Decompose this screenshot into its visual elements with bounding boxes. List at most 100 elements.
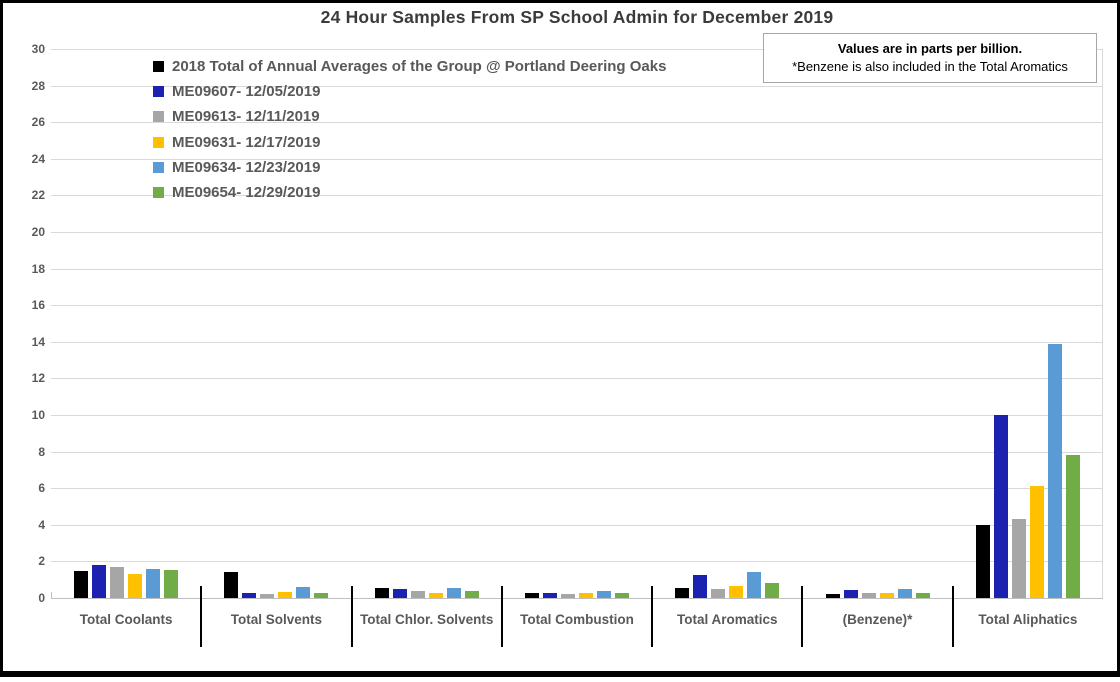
bar [224,572,239,598]
y-axis-tick-label: 24 [31,151,45,166]
bar [296,587,311,598]
category-label: Total Solvents [230,612,323,627]
bar [843,589,858,598]
gridline [51,232,1103,233]
bar-group-1 [51,49,201,598]
bar [747,572,762,598]
bar-group-2 [201,49,351,598]
legend-swatch-icon [153,187,164,199]
bar [524,592,539,598]
chart-title: 24 Hour Samples From SP School Admin for… [320,7,834,27]
y-axis-tick-label: 8 [38,444,45,459]
y-axis-tick-label: 14 [31,334,45,349]
bar [1047,343,1062,598]
bar [242,592,257,598]
bar [110,566,125,598]
gridline [51,195,1103,197]
category-label: Total Aromatics [677,612,778,627]
bar [614,593,629,598]
y-axis-tick-label: 22 [31,188,45,203]
gridline [51,122,1103,124]
bar [164,569,179,598]
category-divider [500,586,503,647]
legend-label: 2018 Total of Annual Averages of the Gro… [172,58,667,76]
bar [897,588,912,598]
legend-item: ME09607- 12/05/2019 [153,79,666,104]
legend-item: ME09631- 12/17/2019 [153,130,666,155]
gridline [51,158,1103,160]
bar [428,592,443,598]
legend-item: ME09613- 12/11/2019 [153,104,666,129]
y-axis-tick-label: 26 [31,115,45,130]
bar [1029,486,1044,598]
plot-right-border [1102,49,1103,598]
category-label: Total Coolants [79,612,173,627]
bar [915,593,930,598]
gridline [51,85,1103,87]
legend-label: ME09631- 12/17/2019 [172,133,321,151]
legend-item: 2018 Total of Annual Averages of the Gro… [153,54,666,79]
bar [542,592,557,598]
gridline [51,378,1103,380]
bar [729,586,744,598]
bar-group-6 [802,49,952,598]
gridline [51,451,1103,453]
legend-label: ME09613- 12/11/2019 [172,108,320,126]
gridline [51,415,1103,416]
axis-origin-tick [51,592,52,599]
y-axis-tick-label: 6 [38,481,45,496]
bar [74,570,89,598]
note-line-1: Values are in parts per billion. [837,41,1023,56]
bar [260,594,275,598]
legend-label: ME09634- 12/23/2019 [172,158,321,176]
y-axis-tick-label: 16 [31,298,45,313]
bar [392,588,407,598]
gridline [51,341,1103,343]
bar [879,593,894,598]
y-axis-tick-label: 0 [38,591,45,605]
x-axis-line [51,598,1103,599]
y-axis-tick-label: 2 [38,554,45,569]
bar [825,594,840,598]
bar-group-3 [352,49,502,598]
y-axis-tick-label: 20 [31,225,45,239]
bar [693,575,708,598]
legend-swatch-icon [153,161,164,173]
legend-item: ME09654- 12/29/2019 [153,180,666,205]
bar [993,415,1008,598]
category-label: Total Aliphatics [978,612,1078,627]
bar [765,583,780,598]
bar [596,590,611,598]
bar [92,565,107,598]
bar [578,593,593,598]
gridline [51,305,1103,307]
legend-swatch-icon [153,61,164,73]
bar [128,574,143,598]
gridline [51,49,1103,50]
bar [446,587,461,598]
category-label: (Benzene)* [842,612,913,627]
y-axis-tick-label: 4 [38,517,45,532]
category-divider [951,586,954,647]
bar [1065,455,1080,598]
bar [314,593,329,598]
bar [374,587,389,598]
bar [146,568,161,598]
legend: 2018 Total of Annual Averages of the Gro… [153,54,666,205]
legend-label: ME09607- 12/05/2019 [172,83,321,101]
y-axis-tick-label: 28 [31,78,45,93]
bar [410,590,425,598]
category-divider [801,586,804,647]
y-axis-tick-label: 12 [31,371,45,386]
category-label: Total Chlor. Solvents [360,612,494,627]
legend-swatch-icon [153,136,164,148]
legend-swatch-icon [153,86,164,98]
gridline [51,561,1103,563]
note-box: Values are in parts per billion. *Benzen… [763,33,1097,83]
bar [278,591,293,598]
category-divider [200,586,203,647]
category-label: Total Combustion [520,612,634,627]
bar-group-5 [652,49,802,598]
gridline [51,488,1103,490]
